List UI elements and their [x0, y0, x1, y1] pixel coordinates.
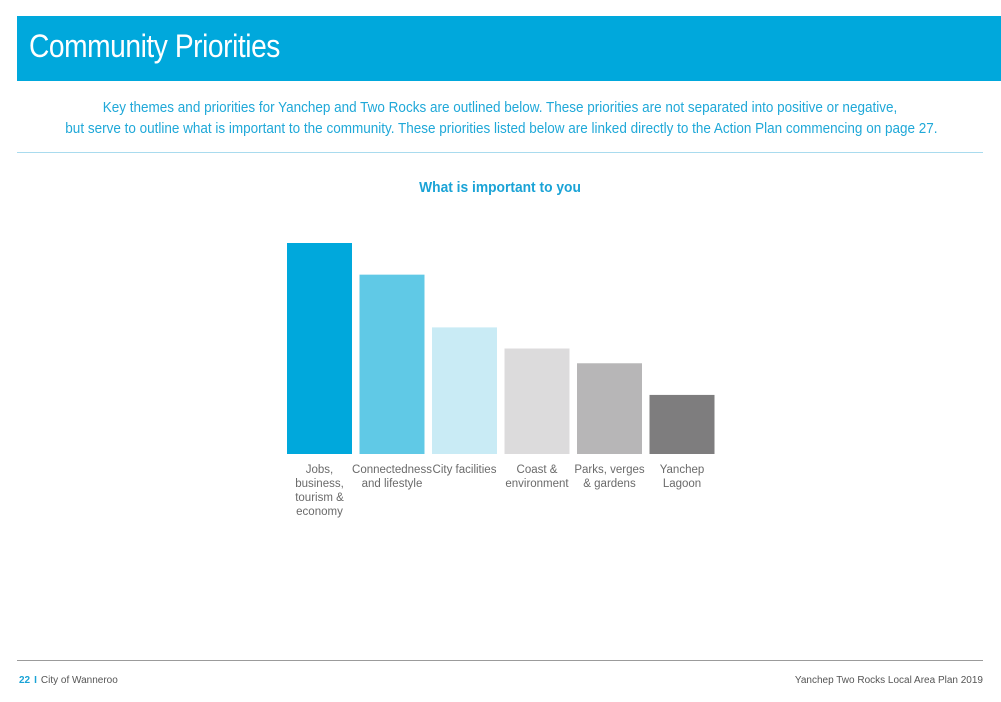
category-label-1-line-1: Jobs, [306, 464, 334, 476]
category-label-2-line-1: Connectedness [352, 464, 432, 476]
category-label-6-line-1: Yanchep [660, 464, 705, 476]
bar-4 [504, 348, 570, 454]
bar-1 [287, 243, 352, 454]
divider-top [17, 152, 983, 153]
bar-3 [432, 327, 497, 454]
category-label-1-line-3: tourism & [295, 492, 344, 504]
category-label-2-line-2: and lifestyle [362, 478, 423, 490]
category-label-5-line-1: Parks, verges [574, 464, 645, 476]
bar-2 [359, 274, 425, 454]
footer-separator: I [34, 675, 37, 686]
bars-group [287, 243, 715, 454]
category-label-1-line-2: business, [295, 478, 344, 490]
intro-paragraph: Key themes and priorities for Yanchep an… [17, 97, 983, 139]
footer-document-title: Yanchep Two Rocks Local Area Plan 2019 [794, 675, 983, 686]
category-label-1-line-4: economy [296, 506, 343, 518]
category-label-5-line-2: & gardens [583, 478, 636, 490]
divider-bottom [17, 660, 983, 661]
page-header-banner: Community Priorities [17, 16, 1001, 81]
bar-6 [649, 394, 715, 454]
category-label-6-line-2: Lagoon [663, 478, 701, 490]
page-title: Community Priorities [29, 28, 280, 64]
chart-title: What is important to you [419, 179, 581, 196]
page-number: 22 [19, 675, 31, 686]
bar-5 [577, 363, 642, 454]
category-label-4-line-2: environment [505, 478, 569, 490]
footer-organisation: City of Wanneroo [40, 675, 118, 686]
category-labels-group: Jobs, business, tourism & economy Connectedn… [295, 464, 704, 518]
intro-line-2: but serve to outline what is important t… [65, 120, 938, 137]
category-label-3-line-1: City facilities [433, 464, 497, 476]
footer-left: 22 I City of Wanneroo [19, 675, 118, 686]
intro-line-1: Key themes and priorities for Yanchep an… [102, 99, 898, 116]
category-label-4-line-1: Coast & [517, 464, 558, 476]
